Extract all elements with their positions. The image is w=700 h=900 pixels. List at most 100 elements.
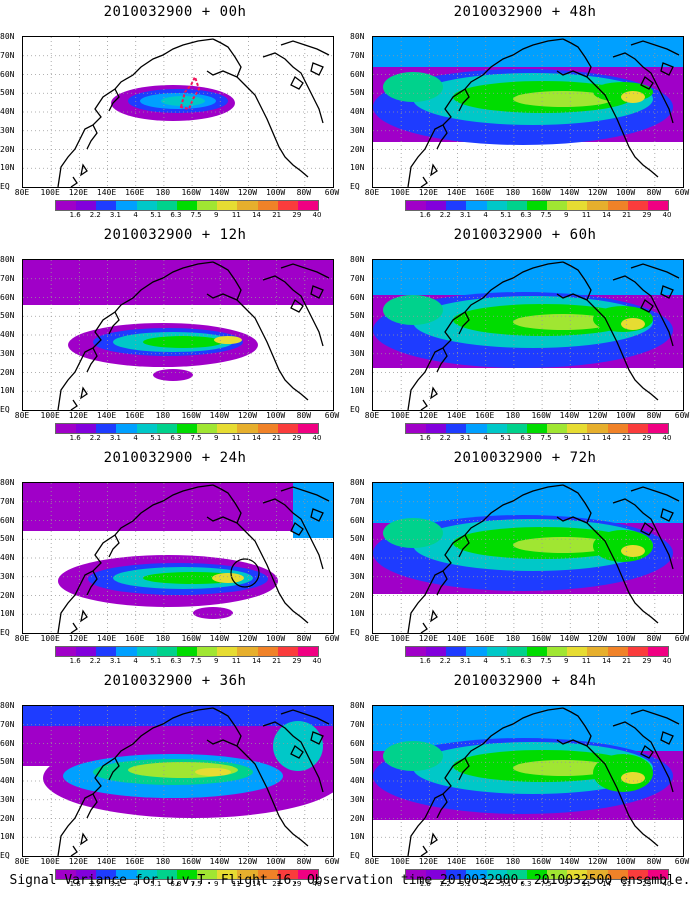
figure-caption: Signal Variance for u,v,T. Flight 16. Ob… xyxy=(9,873,691,888)
panel-title: 2010032900 + 60h xyxy=(453,227,597,243)
latitude-label: 20N xyxy=(350,144,365,154)
longitude-label: 160W xyxy=(531,634,551,643)
colorbar-label: 40 xyxy=(662,880,672,888)
colorbar xyxy=(55,200,319,211)
coastline xyxy=(430,832,438,846)
colorbar-swatch xyxy=(547,647,568,656)
latitude-label: 50N xyxy=(0,534,15,544)
longitude-label: 160E xyxy=(125,857,145,866)
latitude-label: 50N xyxy=(0,88,15,98)
latitude-label: 10N xyxy=(0,163,15,173)
colorbar-swatch xyxy=(297,870,319,879)
colorbar-swatch xyxy=(277,201,298,210)
colorbar-label: 3.1 xyxy=(459,211,472,219)
colorbar-label: 40 xyxy=(312,880,322,888)
colorbar-label: 3.1 xyxy=(109,657,122,665)
colorbar-swatch xyxy=(116,424,137,433)
latitude-label: 30N xyxy=(350,348,365,358)
coastline xyxy=(280,486,330,502)
colorbar-swatch xyxy=(297,424,319,433)
colorbar-swatch xyxy=(526,424,548,433)
coastline xyxy=(630,40,680,56)
colorbar-label: 2.2 xyxy=(89,657,101,665)
variance-contour xyxy=(621,772,645,784)
longitude-label: 80W xyxy=(296,411,312,420)
coastline xyxy=(630,709,680,725)
colorbar-label: 29 xyxy=(642,434,652,442)
latitude-label: 60N xyxy=(350,292,365,302)
colorbar-swatch xyxy=(96,647,117,656)
latitude-label: 10N xyxy=(0,832,15,842)
coastline xyxy=(108,88,120,112)
colorbar xyxy=(405,646,669,657)
latitude-label: EQ xyxy=(0,851,10,860)
colorbar-label: 5.1 xyxy=(500,657,512,665)
map-svg xyxy=(373,706,683,856)
colorbar-swatch xyxy=(486,647,507,656)
panel-title: 2010032900 + 84h xyxy=(453,673,597,689)
variance-contour xyxy=(273,721,323,771)
coastline xyxy=(206,516,238,524)
longitude-label: 100W xyxy=(265,411,286,420)
colorbar-label: 1.6 xyxy=(419,211,431,219)
colorbar-label: 14 xyxy=(602,211,611,219)
coastline xyxy=(407,261,564,410)
colorbar-label: 1.6 xyxy=(69,434,81,442)
longitude-label: 100W xyxy=(615,188,636,197)
latitude-label: 20N xyxy=(0,367,15,377)
coastline xyxy=(430,163,438,177)
colorbar-swatch xyxy=(197,424,218,433)
coastline xyxy=(640,299,654,313)
latitude-label: 40N xyxy=(0,553,15,562)
colorbar-label: 6.3 xyxy=(520,880,532,888)
latitude-label: 40N xyxy=(0,330,15,339)
longitude-label: 60W xyxy=(674,634,690,643)
latitude-label: 80N xyxy=(0,701,15,710)
longitude-label: 100W xyxy=(265,188,286,197)
longitude-label: 140W xyxy=(209,188,229,197)
longitude-label: 140W xyxy=(559,634,579,643)
variance-contour xyxy=(513,314,613,330)
longitude-label: 120W xyxy=(237,188,258,197)
latitude-label: 70N xyxy=(0,50,15,60)
colorbar-label: 4 xyxy=(483,211,488,219)
colorbar-swatch xyxy=(547,201,568,210)
latitude-label: 70N xyxy=(0,273,15,283)
colorbar-label: 1.6 xyxy=(419,880,431,888)
colorbar-swatch xyxy=(237,647,258,656)
colorbar-swatch xyxy=(426,647,447,656)
coastline xyxy=(612,52,674,124)
colorbar-label: 29 xyxy=(642,880,652,888)
coastline xyxy=(70,399,78,410)
target-circle xyxy=(230,558,260,588)
colorbar-swatch xyxy=(607,647,628,656)
coastline xyxy=(280,709,330,725)
colorbar-label: 6.3 xyxy=(170,434,182,442)
longitude-label: 180 xyxy=(155,411,171,420)
colorbar-label: 29 xyxy=(292,434,302,442)
longitude-label: 140E xyxy=(446,634,467,643)
coastline xyxy=(556,70,588,78)
colorbar-swatch xyxy=(257,424,278,433)
map-plot xyxy=(372,259,684,411)
latitude-label: 20N xyxy=(350,590,365,600)
colorbar-label: 21 xyxy=(622,211,632,219)
colorbar-swatch xyxy=(466,201,487,210)
colorbar-swatch xyxy=(647,870,669,879)
map-plot xyxy=(22,705,334,857)
colorbar-swatch xyxy=(647,424,669,433)
colorbar-swatch xyxy=(96,424,117,433)
colorbar-swatch xyxy=(406,424,427,433)
latitude-label: 30N xyxy=(0,794,15,804)
latitude-label: EQ xyxy=(350,628,360,637)
longitude-label: 120E xyxy=(418,188,438,197)
colorbar-label: 21 xyxy=(622,434,632,442)
forecast-panel: 2010032900 + 72h 80N 70N 60N 50N 40N 30N 20N 10N… xyxy=(350,450,700,675)
variance-contour xyxy=(383,518,443,548)
colorbar-label: 2.2 xyxy=(439,657,451,665)
colorbar-swatch xyxy=(567,201,588,210)
latitude-label: 40N xyxy=(350,107,365,116)
latitude-label: EQ xyxy=(350,851,360,860)
coastline xyxy=(86,124,98,150)
colorbar-label: 4 xyxy=(133,434,138,442)
